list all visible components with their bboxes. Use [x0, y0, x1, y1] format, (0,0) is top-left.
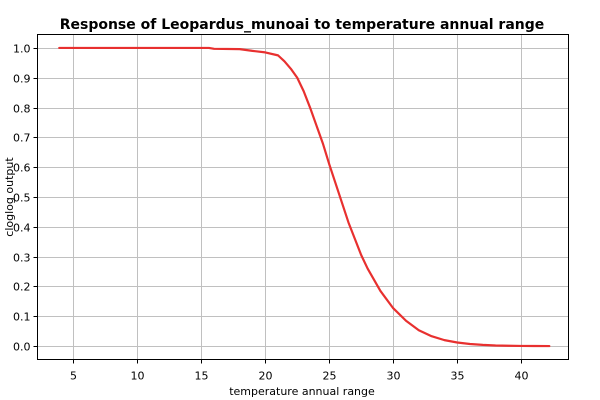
x-tick-label: 35 — [451, 370, 465, 383]
chart-title: Response of Leopardus_munoai to temperat… — [60, 17, 545, 33]
x-tick-label: 10 — [131, 370, 145, 383]
x-tick-label: 5 — [70, 370, 77, 383]
y-axis: 0.0 0.1 0.2 0.3 0.4 0.5 0.6 0.7 0.8 0.9 1.0 — [13, 43, 38, 354]
y-tick-label: 0.8 — [13, 103, 31, 116]
y-tick-label: 0.7 — [13, 132, 31, 145]
x-tick-label: 40 — [515, 370, 529, 383]
y-tick-label: 0.1 — [13, 311, 31, 324]
y-tick-label: 0.6 — [13, 162, 31, 175]
x-tick-label: 25 — [323, 370, 337, 383]
y-axis-label: cloglog output — [3, 157, 16, 237]
y-tick-label: 0.5 — [13, 192, 31, 205]
series-line — [58, 46, 551, 348]
x-tick-label: 15 — [195, 370, 209, 383]
y-tick-label: 0.4 — [13, 222, 31, 235]
y-tick-label: 0.0 — [13, 341, 31, 354]
y-tick-label: 1.0 — [13, 43, 31, 56]
x-axis-label: temperature annual range — [229, 385, 375, 398]
y-tick-label: 0.9 — [13, 73, 31, 86]
x-tick-label: 30 — [387, 370, 401, 383]
y-tick-label: 0.2 — [13, 281, 31, 294]
series-layer — [58, 46, 551, 348]
y-tick-label: 0.3 — [13, 252, 31, 265]
x-tick-label: 20 — [259, 370, 273, 383]
x-axis: 5 10 15 20 25 30 35 40 — [70, 359, 529, 383]
grid — [37, 34, 569, 360]
